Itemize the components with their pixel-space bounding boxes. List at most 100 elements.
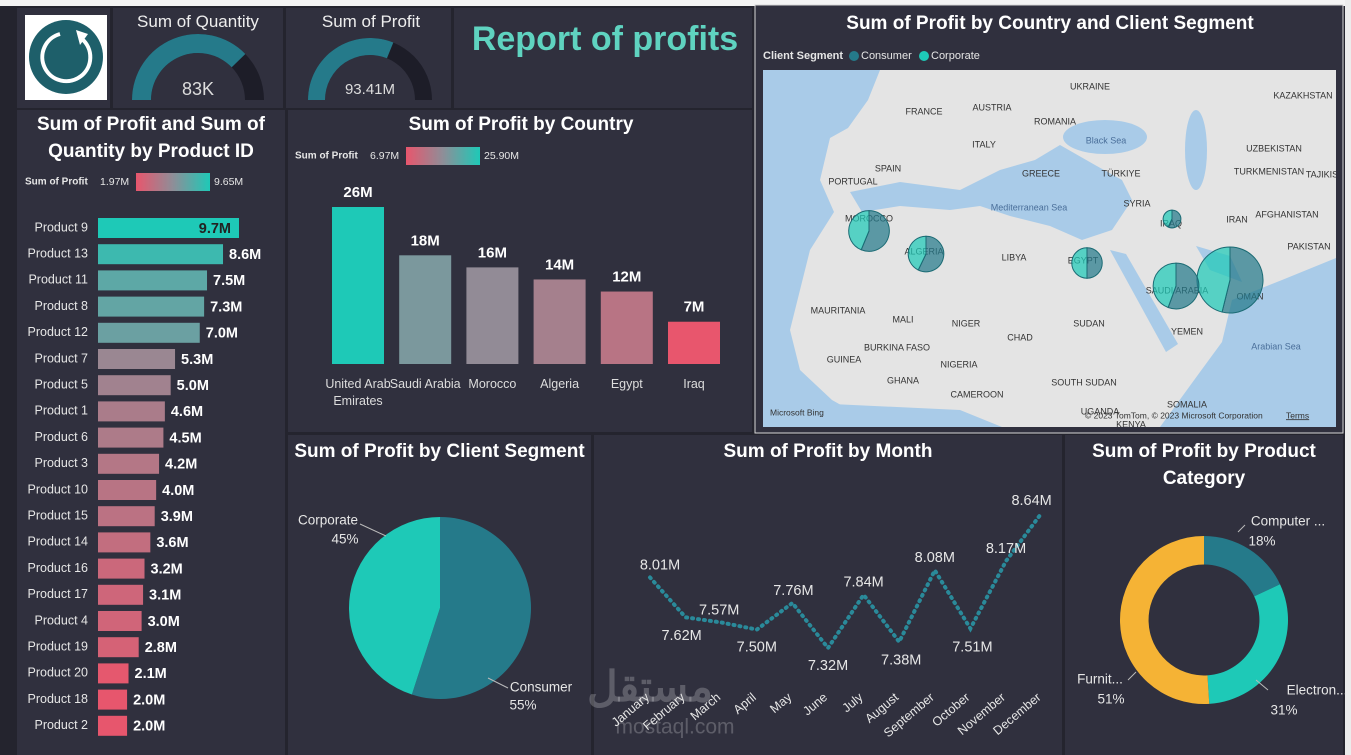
bar: [600, 291, 653, 364]
place-label: NIGERIA: [940, 359, 977, 369]
sea: [850, 145, 1132, 240]
place-label: FRANCE: [905, 106, 942, 116]
data-label: 7.5M: [213, 273, 245, 289]
bubble-slice: [907, 235, 927, 271]
bar: [399, 255, 452, 364]
data-label: 3.1M: [149, 588, 181, 604]
chart-title: Sum of Profit by Month: [723, 441, 933, 462]
data-label: 5.0M: [177, 378, 209, 394]
attribution: Terms: [1286, 410, 1309, 420]
report-title: Report of profits: [472, 20, 738, 58]
category-label: Product 7: [34, 351, 88, 365]
place-label: IRAN: [1226, 214, 1248, 224]
bar: [98, 480, 157, 500]
category-label: Product 15: [28, 508, 89, 522]
data-label: 4.2M: [165, 457, 197, 473]
bar: [332, 207, 384, 364]
category-label: Product 16: [28, 561, 89, 575]
bar: [98, 715, 128, 736]
data-label: 55%: [509, 698, 536, 713]
logo-arrow: [40, 32, 93, 84]
category-label: Product 10: [28, 482, 89, 496]
data-label: 7.0M: [206, 326, 238, 342]
gauge-title: Sum of Profit: [321, 12, 421, 31]
data-label: 8.08M: [915, 550, 955, 566]
scroll-edge: [1345, 0, 1351, 755]
chart-title: Sum of Profit by Country and Client Segm…: [846, 13, 1254, 34]
panel: [454, 8, 752, 108]
data-label: 3.0M: [148, 614, 180, 630]
sea: [1110, 250, 1178, 352]
place-label: UKRAINE: [1070, 81, 1110, 91]
data-label: 7.32M: [808, 658, 848, 674]
bar: [98, 663, 129, 684]
place-label: SUDAN: [1073, 318, 1105, 328]
place-label: TURKMENISTAN: [1234, 166, 1304, 176]
category-label: Furnit...: [1077, 672, 1123, 687]
data-label: 2.1M: [135, 666, 167, 682]
leader-line: [487, 677, 509, 689]
data-label: 26M: [343, 184, 372, 201]
data-label: 31%: [1270, 703, 1297, 718]
legend-swatch: [919, 51, 929, 61]
legend-label: Corporate: [931, 50, 980, 62]
leader-line: [1127, 671, 1137, 681]
data-label: 7.57M: [699, 602, 739, 618]
chart-title: Sum of Profit by Client Segment: [294, 441, 585, 462]
place-label: SOUTH SUDAN: [1051, 377, 1117, 387]
sea: [1160, 258, 1336, 427]
gauge-value: [308, 38, 394, 100]
place-label: KAZAKHSTAN: [1273, 90, 1332, 100]
bubble-slice: [917, 235, 945, 273]
data-label: 18%: [1248, 534, 1275, 549]
bar: [98, 244, 224, 265]
place-label: AUSTRIA: [972, 102, 1011, 112]
bar: [98, 218, 239, 238]
data-label: 7.38M: [881, 653, 921, 669]
sea: [1063, 120, 1147, 154]
category-label: Product 12: [28, 325, 89, 339]
data-label: 8.01M: [640, 557, 680, 573]
bar: [98, 689, 128, 710]
bar: [668, 321, 720, 364]
legend-label: Consumer: [861, 50, 912, 62]
watermark: mostaql.com: [615, 716, 734, 739]
category-label: Product 8: [34, 299, 88, 313]
category-label: Consumer: [510, 680, 573, 695]
chart-title: Sum of Profit and Sum of Quantity by Pro…: [37, 114, 265, 162]
data-label: 5.3M: [181, 352, 213, 368]
bar: [98, 506, 155, 527]
chart-title: Sum of Profit by Product Category: [1092, 441, 1316, 489]
bar: [98, 611, 142, 631]
bar: [533, 279, 586, 364]
watermark: مستقل: [587, 663, 713, 710]
category-label: Product 5: [34, 377, 88, 391]
category-label: Product 6: [34, 430, 88, 444]
place-label: TÜRKIYE: [1101, 168, 1140, 178]
attribution: Microsoft Bing: [770, 407, 824, 417]
data-label: 7.84M: [843, 575, 883, 591]
place-label: BURKINA FASO: [864, 342, 930, 352]
bubble-slice: [848, 210, 870, 251]
category-label: Product 4: [34, 613, 88, 627]
category-label: Electron...: [1287, 683, 1348, 698]
bar: [98, 401, 165, 422]
data-label: 18M: [411, 232, 440, 249]
place-label: CHAD: [1007, 332, 1033, 342]
sea-label: Black Sea: [1086, 135, 1127, 145]
bubble-slice: [1071, 247, 1088, 279]
data-label: 4.5M: [169, 430, 201, 446]
place-label: SOMALIA: [1167, 399, 1207, 409]
leader-line: [359, 523, 387, 537]
slice: [1119, 536, 1210, 704]
place-label: PAKISTAN: [1287, 241, 1330, 251]
place-label: YEMEN: [1171, 326, 1203, 336]
data-label: 7M: [684, 299, 705, 316]
bar: [466, 267, 519, 364]
bubble-slice: [1196, 246, 1231, 313]
bubble-slice: [1167, 262, 1200, 310]
category-label: Product 19: [28, 639, 89, 653]
gauge-title: Sum of Quantity: [137, 12, 259, 31]
data-label: 51%: [1097, 692, 1124, 707]
